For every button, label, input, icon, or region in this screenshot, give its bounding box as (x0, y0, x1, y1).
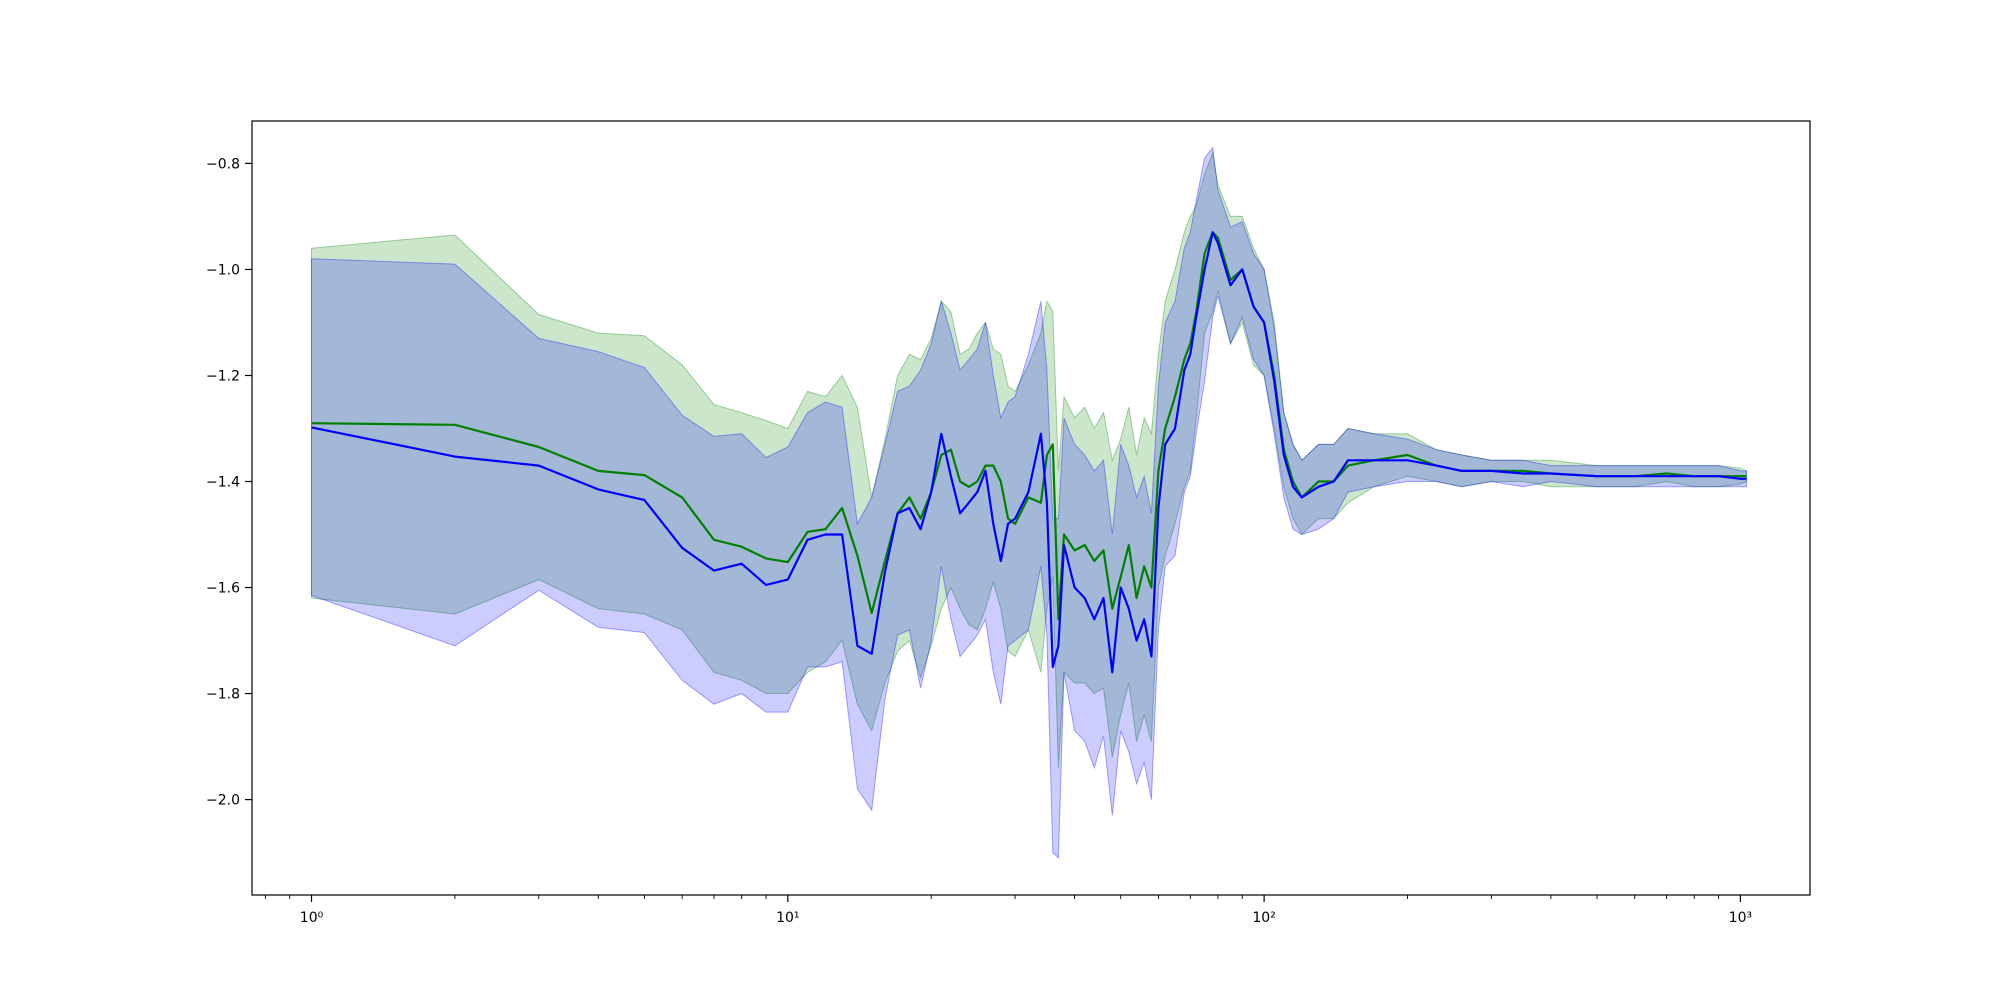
series-line-2 (311, 231, 1747, 674)
x-tick-label: 10³ (1729, 910, 1752, 926)
y-axis: −2.0 −1.8 −1.6 −1.4 −1.2 −1.0 −0.8 (206, 156, 252, 809)
y-tick-label: −1.4 (206, 474, 240, 490)
y-tick-label: −1.0 (206, 262, 240, 278)
x-tick-label: 10¹ (776, 910, 799, 926)
y-tick-label: −2.0 (206, 793, 240, 809)
y-tick-label: −1.8 (206, 687, 240, 703)
y-tick-label: −1.6 (206, 581, 240, 597)
y-tick-label: −1.2 (206, 368, 240, 384)
plot-frame (251, 120, 1811, 896)
x-tick-label: 10⁰ (300, 910, 324, 926)
confidence-band-1 (311, 150, 1747, 768)
y-tick-label: −0.8 (206, 156, 240, 172)
confidence-band-2 (311, 146, 1747, 860)
series-lines (311, 231, 1747, 674)
x-tick-label: 10² (1252, 910, 1275, 926)
x-axis: 10⁰ 10¹ 10² 10³ (264, 895, 1752, 926)
confidence-bands (311, 146, 1747, 860)
